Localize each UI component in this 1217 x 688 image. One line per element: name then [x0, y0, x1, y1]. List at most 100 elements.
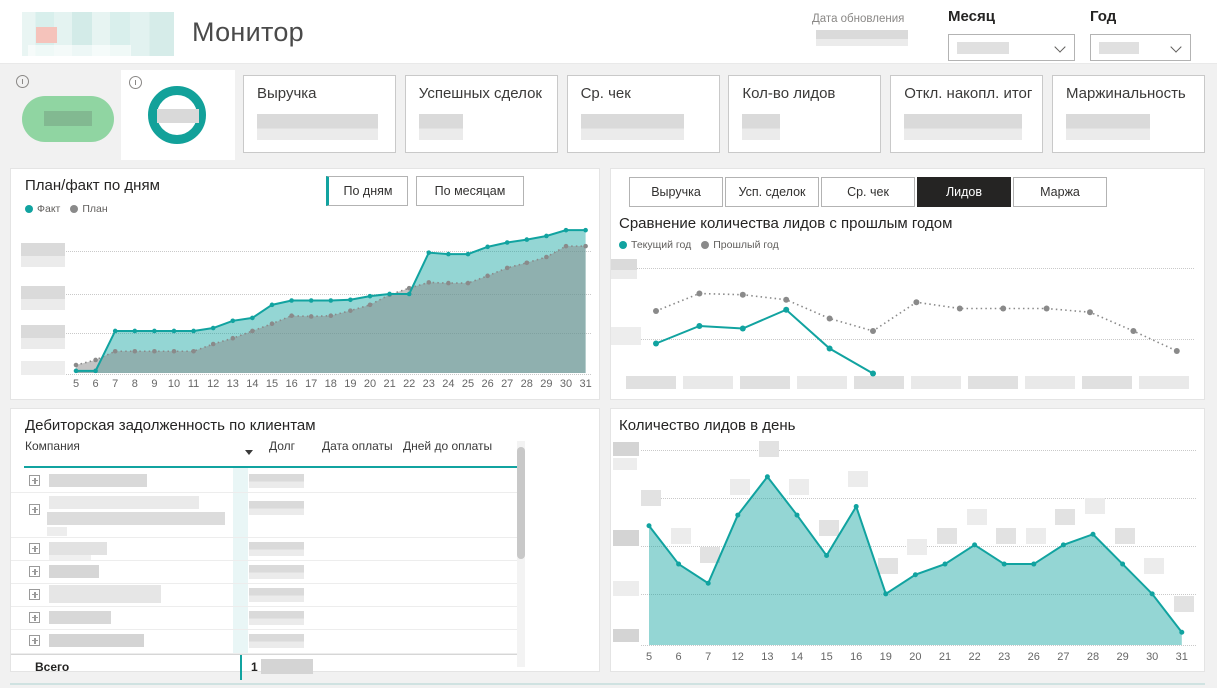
data-point[interactable] [367, 293, 373, 299]
data-point[interactable] [1090, 531, 1096, 537]
data-point[interactable] [653, 308, 659, 314]
data-point[interactable] [942, 561, 948, 567]
data-point[interactable] [1001, 561, 1007, 567]
expand-icon[interactable] [29, 589, 40, 600]
data-point[interactable] [739, 291, 746, 298]
data-point[interactable] [524, 237, 530, 242]
data-point[interactable] [794, 512, 800, 518]
data-point[interactable] [367, 302, 373, 308]
data-point[interactable] [230, 318, 236, 324]
metric-tab-1[interactable]: Усп. сделок [725, 177, 819, 207]
data-point[interactable] [1060, 542, 1066, 548]
metric-tab-0[interactable]: Выручка [629, 177, 723, 207]
data-point[interactable] [230, 335, 236, 341]
data-point[interactable] [504, 240, 510, 245]
metric-tab-4[interactable]: Маржа [1013, 177, 1107, 207]
data-point[interactable] [250, 315, 255, 321]
data-point[interactable] [696, 323, 703, 329]
data-point[interactable] [912, 572, 918, 578]
kpi-card-3[interactable]: Кол-во лидов [728, 75, 882, 153]
data-point[interactable] [853, 504, 859, 510]
data-point[interactable] [783, 306, 790, 313]
expand-icon[interactable] [29, 635, 40, 646]
data-point[interactable] [93, 368, 98, 374]
data-point[interactable] [250, 328, 255, 334]
expand-icon[interactable] [29, 504, 40, 515]
data-point[interactable] [676, 561, 682, 567]
table-row[interactable] [11, 629, 521, 654]
data-point[interactable] [348, 297, 353, 303]
data-point[interactable] [544, 254, 549, 260]
year-filter-dropdown[interactable] [1090, 34, 1191, 61]
data-point[interactable] [883, 591, 889, 597]
by-days-button[interactable]: По дням [326, 176, 408, 206]
data-point[interactable] [653, 340, 659, 347]
data-point[interactable] [73, 362, 79, 368]
info-icon[interactable] [16, 75, 29, 88]
info-icon[interactable] [129, 76, 142, 89]
data-point[interactable] [308, 314, 314, 319]
data-point[interactable] [1087, 309, 1093, 316]
leads-daily-chart[interactable] [641, 433, 1203, 651]
data-point[interactable] [1000, 305, 1007, 312]
column-header-pay-date[interactable]: Дата оплаты [322, 439, 393, 453]
data-point[interactable] [210, 325, 216, 331]
data-point[interactable] [289, 298, 294, 303]
metric-tab-2[interactable]: Ср. чек [821, 177, 915, 207]
data-point[interactable] [972, 542, 978, 548]
data-point[interactable] [446, 280, 451, 286]
data-point[interactable] [824, 553, 830, 559]
data-point[interactable] [646, 523, 652, 529]
data-point[interactable] [826, 345, 833, 352]
data-point[interactable] [735, 512, 741, 518]
data-point[interactable] [191, 348, 196, 354]
data-point[interactable] [112, 328, 118, 334]
data-point[interactable] [152, 328, 157, 334]
data-point[interactable] [171, 348, 177, 354]
data-point[interactable] [485, 244, 490, 250]
data-point[interactable] [132, 348, 138, 354]
table-row[interactable] [11, 560, 521, 584]
table-scrollbar-thumb[interactable] [517, 447, 525, 559]
data-point[interactable] [1031, 561, 1037, 567]
kpi-card-4[interactable]: Откл. накопл. итог [890, 75, 1044, 153]
data-point[interactable] [328, 298, 334, 303]
data-point[interactable] [870, 328, 876, 334]
expand-icon[interactable] [29, 612, 40, 623]
data-point[interactable] [210, 341, 216, 347]
data-point[interactable] [544, 233, 549, 239]
data-point[interactable] [705, 580, 711, 586]
data-point[interactable] [171, 328, 177, 334]
data-point[interactable] [1149, 591, 1155, 597]
data-point[interactable] [524, 260, 530, 266]
data-point[interactable] [696, 290, 703, 297]
table-row[interactable] [11, 583, 521, 607]
table-row[interactable] [11, 492, 521, 538]
kpi-card-1[interactable]: Успешных сделок [404, 75, 558, 153]
leads-compare-chart[interactable] [641, 254, 1201, 386]
data-point[interactable] [739, 325, 746, 332]
kpi-card-5[interactable]: Маржинальность [1051, 75, 1205, 153]
data-point[interactable] [913, 299, 920, 306]
data-point[interactable] [583, 243, 588, 249]
data-point[interactable] [426, 250, 432, 255]
table-row[interactable] [11, 606, 521, 630]
kpi-tile-ring[interactable] [121, 70, 235, 160]
data-point[interactable] [406, 291, 412, 297]
data-point[interactable] [764, 474, 770, 480]
data-point[interactable] [132, 328, 138, 334]
data-point[interactable] [783, 296, 790, 303]
expand-icon[interactable] [29, 475, 40, 486]
data-point[interactable] [1043, 305, 1050, 312]
data-point[interactable] [956, 305, 963, 312]
data-point[interactable] [504, 265, 510, 271]
metric-tab-3[interactable]: Лидов [917, 177, 1011, 207]
data-point[interactable] [426, 280, 432, 285]
data-point[interactable] [269, 302, 275, 308]
data-point[interactable] [870, 370, 876, 377]
data-point[interactable] [1179, 629, 1185, 635]
data-point[interactable] [1120, 561, 1126, 567]
data-point[interactable] [563, 227, 569, 233]
table-row[interactable] [11, 469, 521, 493]
data-point[interactable] [328, 313, 334, 319]
